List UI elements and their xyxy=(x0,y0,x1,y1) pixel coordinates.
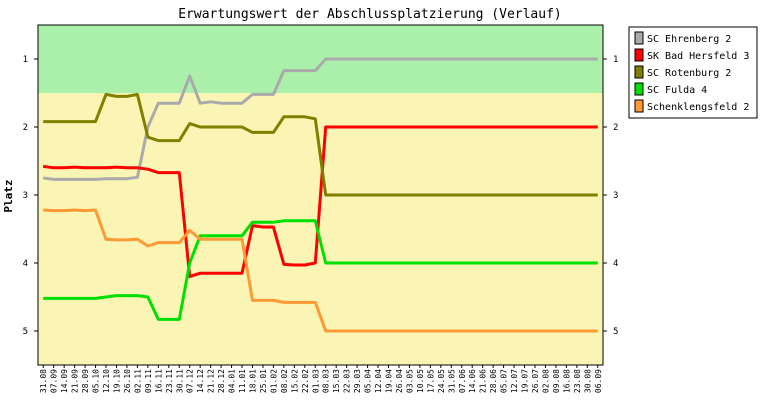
y-tick-label-left: 4 xyxy=(23,259,28,269)
legend-label-2: SK Bad Hersfeld 3 xyxy=(647,51,749,62)
y-tick-label-left: 5 xyxy=(23,327,28,337)
y-tick-label-right: 5 xyxy=(613,327,618,337)
x-tick-label: 28.06 xyxy=(489,369,498,393)
x-tick-label: 01.02 xyxy=(269,369,278,393)
x-tick-label: 07.06 xyxy=(458,369,467,393)
x-tick-label: 11.01 xyxy=(238,369,247,393)
background-band-2 xyxy=(38,93,603,365)
x-tick-label: 18.01 xyxy=(248,369,257,393)
x-tick-label: 21.06 xyxy=(479,369,488,393)
y-tick-label-left: 1 xyxy=(23,55,28,65)
legend-swatch-4 xyxy=(634,82,644,96)
x-tick-label: 25.01 xyxy=(259,369,268,393)
series-line-2 xyxy=(43,125,598,279)
x-tick-label: 02.11 xyxy=(133,369,142,393)
y-tick-label-left: 2 xyxy=(23,123,28,133)
x-tick-label: 21.09 xyxy=(71,369,80,393)
x-tick-label: 05.07 xyxy=(500,369,509,393)
series-line-3 xyxy=(43,92,598,197)
x-tick-label: 28.09 xyxy=(81,369,90,393)
x-tick-label: 14.06 xyxy=(468,369,477,393)
series-line-1 xyxy=(43,57,598,181)
x-tick-label: 31.08 xyxy=(39,369,48,393)
x-tick-label: 07.09 xyxy=(50,369,59,393)
x-tick-label: 06.09 xyxy=(594,369,603,393)
x-tick-label: 17.05 xyxy=(426,369,435,393)
legend-box xyxy=(628,26,758,119)
legend-swatch-2 xyxy=(634,48,644,62)
x-tick-label: 22.03 xyxy=(343,369,352,393)
x-tick-label: 21.12 xyxy=(207,369,216,393)
legend: SC Ehrenberg 2 SK Bad Hersfeld 3 SC Rotenb… xyxy=(628,26,758,119)
series-line-5 xyxy=(43,208,598,333)
y-tick-label-right: 1 xyxy=(613,55,618,65)
x-tick-label: 26.10 xyxy=(123,369,132,393)
y-tick-label-right: 2 xyxy=(613,123,618,133)
x-tick-label: 22.02 xyxy=(301,369,310,393)
x-tick-label: 04.01 xyxy=(228,369,237,393)
x-tick-label: 16.11 xyxy=(154,369,163,393)
x-tick-label: 15.02 xyxy=(290,369,299,393)
x-tick-label: 12.07 xyxy=(510,369,519,393)
x-tick-label: 19.04 xyxy=(385,369,394,393)
x-tick-label: 05.04 xyxy=(364,369,373,393)
x-tick-label: 09.11 xyxy=(144,369,153,393)
x-tick-label: 19.07 xyxy=(521,369,530,393)
x-tick-label: 08.03 xyxy=(322,369,331,393)
x-tick-label: 02.08 xyxy=(541,369,550,393)
x-tick-label: 23.11 xyxy=(165,369,174,393)
x-tick-label: 07.12 xyxy=(186,369,195,393)
y-tick-label-right: 3 xyxy=(613,191,618,201)
x-tick-label: 05.10 xyxy=(92,369,101,393)
x-tick-label: 12.04 xyxy=(374,369,383,393)
legend-label-4: SC Fulda 4 xyxy=(647,85,707,96)
x-tick-label: 24.05 xyxy=(437,369,446,393)
x-tick-label: 08.02 xyxy=(280,369,289,393)
x-tick-label: 29.03 xyxy=(353,369,362,393)
y-tick-label-left: 3 xyxy=(23,191,28,201)
legend-label-3: SC Rotenburg 2 xyxy=(647,68,731,79)
x-tick-label: 14.12 xyxy=(196,369,205,393)
x-tick-label: 10.05 xyxy=(416,369,425,393)
legend-label-5: Schenklengsfeld 2 xyxy=(647,102,749,113)
legend-swatch-5 xyxy=(634,99,644,113)
x-tick-label: 09.08 xyxy=(552,369,561,393)
x-tick-label: 28.12 xyxy=(217,369,226,393)
y-tick-label-right: 4 xyxy=(613,259,618,269)
x-tick-label: 26.07 xyxy=(531,369,540,393)
series-line-4 xyxy=(43,219,598,321)
legend-swatch-3 xyxy=(634,65,644,79)
legend-swatch-1 xyxy=(634,31,644,45)
x-tick-label: 16.08 xyxy=(562,369,571,393)
x-tick-label: 12.10 xyxy=(102,369,111,393)
x-tick-label: 14.09 xyxy=(60,369,69,393)
x-tick-label: 23.08 xyxy=(573,369,582,393)
x-tick-label: 03.05 xyxy=(405,369,414,393)
x-tick-label: 30.11 xyxy=(175,369,184,393)
chart-title: Erwartungswert der Abschlussplatzierung … xyxy=(178,7,562,22)
x-tick-label: 19.10 xyxy=(112,369,121,393)
x-tick-label: 15.03 xyxy=(332,369,341,393)
x-tick-label: 31.05 xyxy=(447,369,456,393)
y-axis-label: Platz xyxy=(2,179,15,212)
x-tick-label: 30.08 xyxy=(583,369,592,393)
x-tick-label: 26.04 xyxy=(395,369,404,393)
x-tick-label: 01.03 xyxy=(311,369,320,393)
legend-label-1: SC Ehrenberg 2 xyxy=(647,34,731,45)
